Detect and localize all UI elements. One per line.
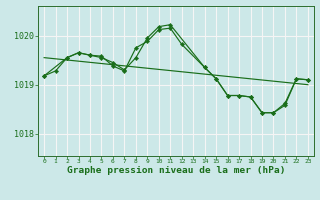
X-axis label: Graphe pression niveau de la mer (hPa): Graphe pression niveau de la mer (hPa) — [67, 166, 285, 175]
